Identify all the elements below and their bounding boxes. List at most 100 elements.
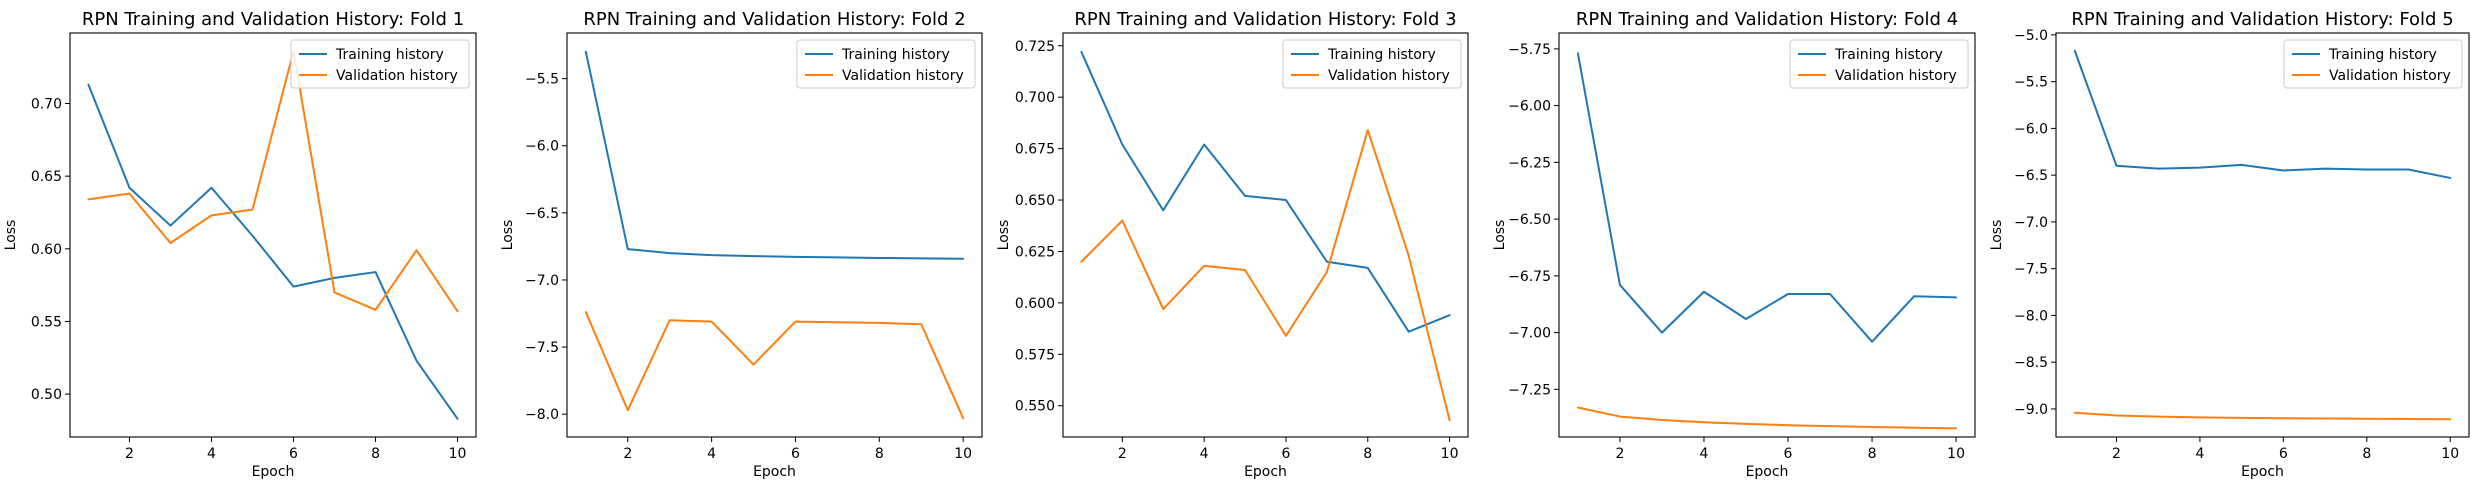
x-tick-label: 4: [1700, 446, 1709, 462]
legend-training-label: Training history: [1327, 47, 1436, 63]
y-tick-label: −6.50: [1508, 212, 1551, 228]
y-axis-label: Loss: [1492, 220, 1508, 251]
y-tick-label: −6.00: [1508, 99, 1551, 115]
axes-frame: [1062, 32, 1469, 438]
y-tick-label: −7.5: [2014, 262, 2048, 278]
legend-validation-label: Validation history: [336, 68, 458, 84]
subplot-fold-4: RPN Training and Validation History: Fol…: [1492, 9, 1976, 480]
x-axis-label: Epoch: [1244, 464, 1287, 480]
y-tick-label: 0.50: [31, 387, 62, 403]
training-history-line: [584, 50, 965, 260]
y-tick-label: 0.550: [1015, 399, 1055, 415]
x-tick-label: 10: [2441, 446, 2459, 462]
y-tick-label: −7.25: [1508, 382, 1551, 398]
axes-frame: [566, 32, 983, 438]
x-tick-label: 2: [125, 446, 134, 462]
x-tick-label: 2: [1615, 446, 1624, 462]
y-tick-label: −6.5: [2014, 168, 2048, 184]
y-tick-label: −8.5: [2014, 355, 2048, 371]
y-tick-label: −5.5: [525, 72, 559, 88]
legend-box: [2283, 39, 2463, 89]
chart-title: RPN Training and Validation History: Fol…: [2071, 9, 2453, 30]
y-axis-label: Loss: [500, 220, 516, 251]
subplot-fold-3: RPN Training and Validation History: Fol…: [996, 9, 1469, 480]
y-tick-label: 0.55: [31, 314, 62, 330]
y-tick-label: −9.0: [2014, 402, 2048, 418]
training-history-line: [1080, 50, 1451, 333]
y-axis-label: Loss: [3, 220, 19, 251]
x-tick-label: 8: [875, 446, 884, 462]
legend-validation-label: Validation history: [842, 68, 964, 84]
y-tick-label: 0.725: [1015, 39, 1055, 55]
x-tick-label: 2: [2112, 446, 2121, 462]
validation-history-line: [2073, 411, 2452, 421]
legend-training-label: Training history: [335, 47, 444, 63]
y-tick-label: −7.00: [1508, 326, 1551, 342]
y-tick-label: −8.0: [2014, 308, 2048, 324]
x-tick-label: 6: [2279, 446, 2288, 462]
y-tick-label: −7.0: [2014, 215, 2048, 231]
legend-validation-label: Validation history: [1328, 68, 1450, 84]
legend-training-label: Training history: [841, 47, 950, 63]
x-tick-label: 6: [1784, 446, 1793, 462]
x-tick-label: 8: [2362, 446, 2371, 462]
legend-validation-label: Validation history: [1835, 68, 1957, 84]
y-tick-label: −6.25: [1508, 155, 1551, 171]
y-tick-label: 0.625: [1015, 244, 1055, 260]
y-axis-label: Loss: [996, 220, 1012, 251]
y-tick-label: 0.65: [31, 169, 62, 185]
y-tick-label: 0.60: [31, 242, 62, 258]
legend-training-label: Training history: [1834, 47, 1943, 63]
subplot-fold-2: RPN Training and Validation History: Fol…: [500, 9, 983, 480]
x-tick-label: 10: [1947, 446, 1965, 462]
y-tick-label: −5.5: [2014, 75, 2048, 91]
legend-training-label: Training history: [2328, 47, 2437, 63]
y-tick-label: −6.75: [1508, 269, 1551, 285]
legend-box: [796, 39, 976, 89]
chart-title: RPN Training and Validation History: Fol…: [82, 9, 464, 30]
y-tick-label: 0.70: [31, 96, 62, 112]
legend-box: [1282, 39, 1462, 89]
y-tick-label: −7.0: [525, 273, 559, 289]
x-tick-label: 10: [954, 446, 972, 462]
x-tick-label: 8: [1363, 446, 1372, 462]
y-tick-label: 0.650: [1015, 193, 1055, 209]
axes-frame: [69, 32, 477, 438]
x-tick-label: 10: [1441, 446, 1459, 462]
y-tick-label: −6.0: [525, 139, 559, 155]
x-axis-label: Epoch: [2241, 464, 2284, 480]
legend-box: [1789, 39, 1969, 89]
legend: Training history Validation history: [1282, 39, 1462, 89]
x-tick-label: 2: [623, 446, 632, 462]
x-tick-label: 2: [1118, 446, 1127, 462]
x-tick-label: 4: [207, 446, 216, 462]
chart-title: RPN Training and Validation History: Fol…: [1074, 9, 1456, 30]
y-tick-label: −8.0: [525, 407, 559, 423]
legend: Training history Validation history: [796, 39, 976, 89]
axes-frame: [2055, 32, 2470, 438]
y-tick-label: −5.75: [1508, 42, 1551, 58]
legend: Training history Validation history: [2283, 39, 2463, 89]
training-history-line: [1576, 52, 1958, 343]
x-tick-label: 4: [1200, 446, 1209, 462]
x-tick-label: 4: [707, 446, 716, 462]
subplot-fold-1: RPN Training and Validation History: Fol…: [3, 9, 477, 480]
y-tick-label: 0.575: [1015, 347, 1055, 363]
y-tick-label: −7.5: [525, 340, 559, 356]
y-tick-label: 0.600: [1015, 296, 1055, 312]
axes-frame: [1558, 32, 1976, 438]
chart-title: RPN Training and Validation History: Fol…: [583, 9, 965, 30]
chart-title: RPN Training and Validation History: Fol…: [1576, 9, 1958, 30]
subplot-fold-5: RPN Training and Validation History: Fol…: [1989, 9, 2470, 480]
y-axis-label: Loss: [1989, 220, 2005, 251]
validation-history-line: [584, 311, 965, 420]
x-tick-label: 6: [1281, 446, 1290, 462]
legend: Training history Validation history: [290, 39, 470, 89]
x-tick-label: 4: [2195, 446, 2204, 462]
x-tick-label: 10: [449, 446, 467, 462]
legend: Training history Validation history: [1789, 39, 1969, 89]
validation-history-line: [1080, 129, 1451, 422]
y-tick-label: −6.0: [2014, 121, 2048, 137]
y-tick-label: 0.700: [1015, 90, 1055, 106]
